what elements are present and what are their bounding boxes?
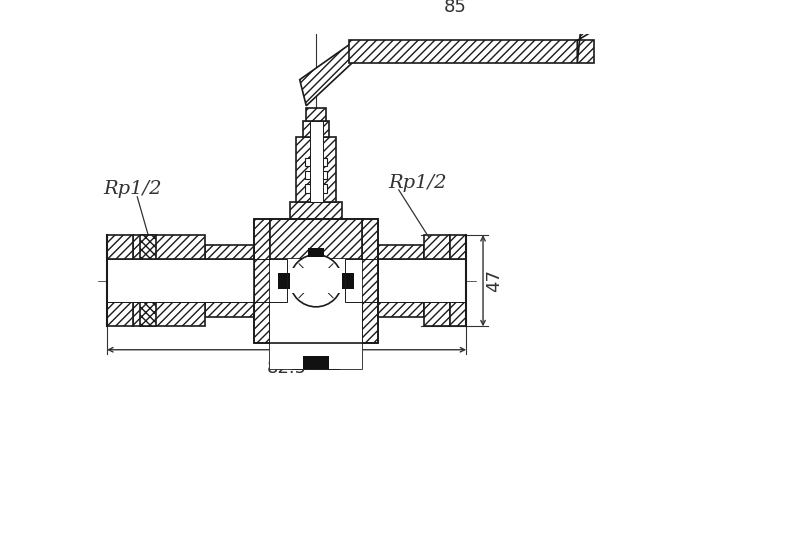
Bar bbox=[378, 260, 466, 302]
Bar bbox=[254, 218, 378, 343]
Bar bbox=[378, 245, 424, 260]
Bar bbox=[254, 260, 286, 302]
Bar bbox=[308, 248, 325, 257]
Bar bbox=[205, 302, 254, 317]
Bar bbox=[140, 302, 156, 326]
Bar bbox=[270, 218, 362, 260]
Bar bbox=[270, 343, 362, 369]
Bar bbox=[290, 268, 342, 294]
Bar bbox=[424, 235, 450, 260]
Bar bbox=[346, 260, 378, 302]
Text: Rp1/2: Rp1/2 bbox=[388, 174, 446, 192]
Bar bbox=[270, 302, 362, 343]
Bar bbox=[305, 171, 327, 179]
Bar bbox=[424, 302, 450, 326]
Bar bbox=[270, 260, 362, 302]
Polygon shape bbox=[578, 18, 594, 64]
Bar bbox=[290, 202, 342, 218]
Bar bbox=[378, 302, 424, 317]
Bar bbox=[450, 302, 466, 326]
Bar bbox=[450, 235, 466, 260]
Text: 47: 47 bbox=[486, 269, 503, 292]
Bar bbox=[107, 260, 254, 302]
Bar bbox=[342, 272, 354, 289]
Bar bbox=[140, 235, 156, 260]
Bar bbox=[107, 235, 133, 260]
Polygon shape bbox=[300, 41, 355, 106]
Text: Rp1/2: Rp1/2 bbox=[104, 180, 162, 198]
Bar bbox=[133, 235, 205, 260]
Bar bbox=[303, 121, 329, 137]
Bar bbox=[303, 356, 329, 369]
Bar bbox=[297, 137, 336, 202]
Bar bbox=[362, 218, 378, 343]
Circle shape bbox=[290, 255, 342, 307]
Bar bbox=[293, 349, 339, 369]
Bar bbox=[133, 302, 205, 326]
Bar bbox=[305, 158, 327, 167]
Bar bbox=[270, 302, 362, 369]
Text: 82.5: 82.5 bbox=[266, 359, 306, 377]
Bar bbox=[205, 245, 254, 260]
Text: 85: 85 bbox=[443, 0, 466, 16]
Bar bbox=[254, 218, 270, 343]
Bar bbox=[107, 302, 133, 326]
Bar bbox=[305, 184, 327, 193]
Bar bbox=[306, 108, 326, 121]
Bar bbox=[349, 41, 594, 64]
Bar bbox=[278, 272, 290, 289]
Bar bbox=[310, 121, 322, 202]
